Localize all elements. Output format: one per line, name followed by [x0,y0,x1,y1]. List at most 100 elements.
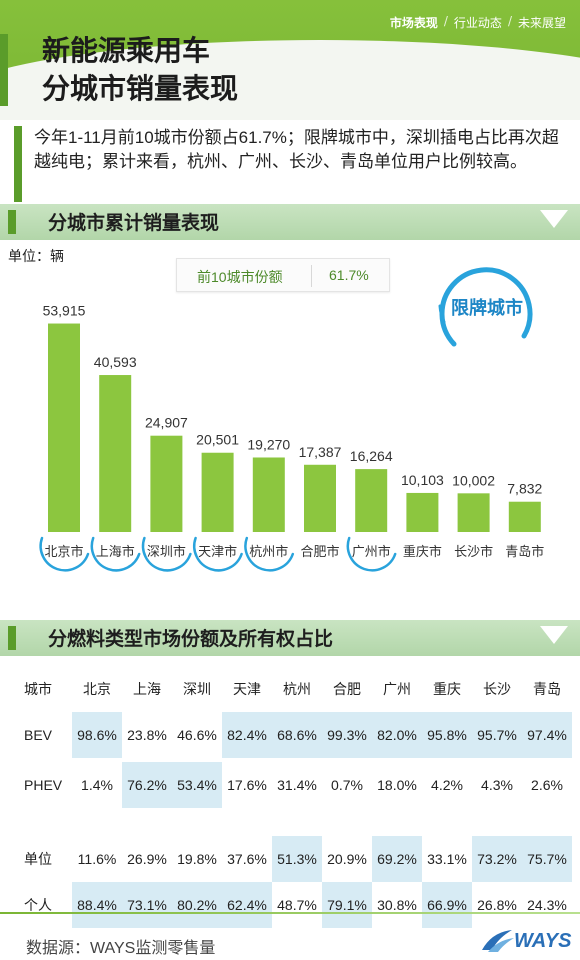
top10-share-value: 61.7% [329,267,369,283]
table-cell: 80.2% [172,882,222,928]
bar-长沙市 [457,493,490,532]
section-title-sales: 分城市累计销量表现 [48,213,220,234]
table-header-cell: 广州 [383,681,411,697]
section-header-share: 分燃料类型市场份额及所有权占比 [0,620,580,656]
table-header-cell: 天津 [233,681,261,697]
nav-item-future[interactable]: 未来展望 [517,16,566,30]
category-label: 深圳市 [147,544,186,559]
intro-text: 今年1-11月前10城市份额占61.7%；限牌城市中，深圳插电占比再次超越纯电；… [14,126,572,202]
table-row: BEV 98.6% 23.8% 46.6% 82.4% 68.6% 99.3% 82.0% 95… [24,712,572,758]
bar-value-label: 24,907 [145,415,188,431]
table-cell: 97.4% [522,712,572,758]
table-row: PHEV 1.4% 76.2% 53.4% 17.6% 31.4% 0.7% 18.0% 4.2… [24,762,572,808]
table-cell: 23.8% [127,727,167,743]
restricted-city-ring [39,536,90,572]
bar-广州市 [355,469,388,532]
nav-item-industry[interactable]: 行业动态 [453,16,502,30]
sales-bar-chart: 53,915 北京市 40,593 上海市 24,907 深圳市 20,501 天津市 19,2… [39,303,544,572]
restricted-city-ring [346,536,397,572]
data-source: 数据源：WAYS监测零售量 [26,940,216,957]
nav-separator: / [443,14,448,28]
footer-divider [0,912,580,914]
category-label: 上海市 [96,544,135,559]
table-header-cell: 深圳 [183,681,211,697]
table-cell: 2.6% [531,777,563,793]
table-cell: 73.1% [122,882,172,928]
title-accent-bar [0,34,8,106]
unit-label: 单位：辆 [8,248,64,264]
bar-value-label: 10,002 [452,472,495,488]
table-header-cell: 重庆 [433,681,461,697]
section-notch [540,210,568,228]
ways-logo: WAYS [478,928,574,954]
bar-上海市 [99,375,132,532]
restricted-city-legend-label: 限牌城市 [451,298,523,318]
bar-合肥市 [304,464,336,532]
table-row-label: 单位 [24,851,52,867]
table-cell: 95.7% [472,712,522,758]
section-header-sales: 分城市累计销量表现 [0,204,580,240]
table-cell: 82.0% [372,712,422,758]
section-accent [8,210,16,234]
page-title: 新能源乘用车 分城市销量表现 [42,32,238,108]
restricted-city-ring [193,536,243,572]
table-cell: 68.6% [272,712,322,758]
table-header-cell: 北京 [83,681,111,697]
table-cell: 4.3% [481,777,513,793]
table-cell: 19.8% [177,851,217,867]
bar-value-label: 19,270 [247,436,290,452]
section-accent [8,626,16,650]
table-cell: 95.8% [422,712,472,758]
top10-share-label: 前10城市份额 [197,269,283,285]
restricted-city-ring [244,536,295,572]
page-title-line1: 新能源乘用车 [42,34,211,67]
section-title-share: 分燃料类型市场份额及所有权占比 [48,629,334,650]
table-cell: 46.6% [177,727,217,743]
table-row-label: 个人 [24,897,52,913]
table-cell: 82.4% [222,712,272,758]
table-cell: 66.9% [422,882,472,928]
top10-share-box: 前10城市份额 61.7% [176,258,390,292]
table-cell: 76.2% [122,762,172,808]
table-header-cell: 青岛 [533,681,561,697]
table-header-cell: 城市 [24,681,52,697]
bar-天津市 [201,452,234,532]
bar-value-label: 40,593 [94,354,137,370]
table-cell: 26.8% [477,897,517,913]
table-cell: 33.1% [427,851,467,867]
section-notch [540,626,568,644]
table-cell: 48.7% [277,897,317,913]
bar-value-label: 10,103 [401,472,444,488]
table-row: 单位 11.6% 26.9% 19.8% 37.6% 51.3% 20.9% 69.2% 33.… [24,836,572,882]
table-header-cell: 长沙 [483,681,511,697]
bar-青岛市 [508,501,541,532]
table-cell: 24.3% [527,897,567,913]
nav-item-market[interactable]: 市场表现 [389,16,438,30]
table-cell: 73.2% [472,836,522,882]
table-row-label: PHEV [24,777,63,793]
table-cell: 0.7% [331,777,363,793]
ways-logo-text: WAYS [514,930,572,952]
category-label: 杭州市 [249,544,288,559]
bar-杭州市 [252,457,285,532]
table-cell: 98.6% [72,712,122,758]
table-cell: 20.9% [327,851,367,867]
bar-value-label: 16,264 [350,448,393,464]
table-cell: 4.2% [431,777,463,793]
table-cell: 99.3% [322,712,372,758]
table-cell: 62.4% [222,882,272,928]
category-label: 天津市 [198,544,237,559]
bar-value-label: 20,501 [196,432,239,448]
category-label: 广州市 [352,544,391,559]
top-nav: 市场表现 / 行业动态 / 未来展望 [390,14,566,31]
bar-value-label: 7,832 [507,481,542,497]
category-label: 长沙市 [454,544,493,559]
table-cell: 17.6% [227,777,267,793]
table-cell: 31.4% [277,777,317,793]
restricted-city-ring [90,536,141,572]
category-label: 青岛市 [505,544,544,559]
bar-value-label: 53,915 [43,303,86,319]
table-cell: 30.8% [377,897,417,913]
restricted-ring-icon [438,267,533,347]
bar-重庆市 [406,492,439,532]
